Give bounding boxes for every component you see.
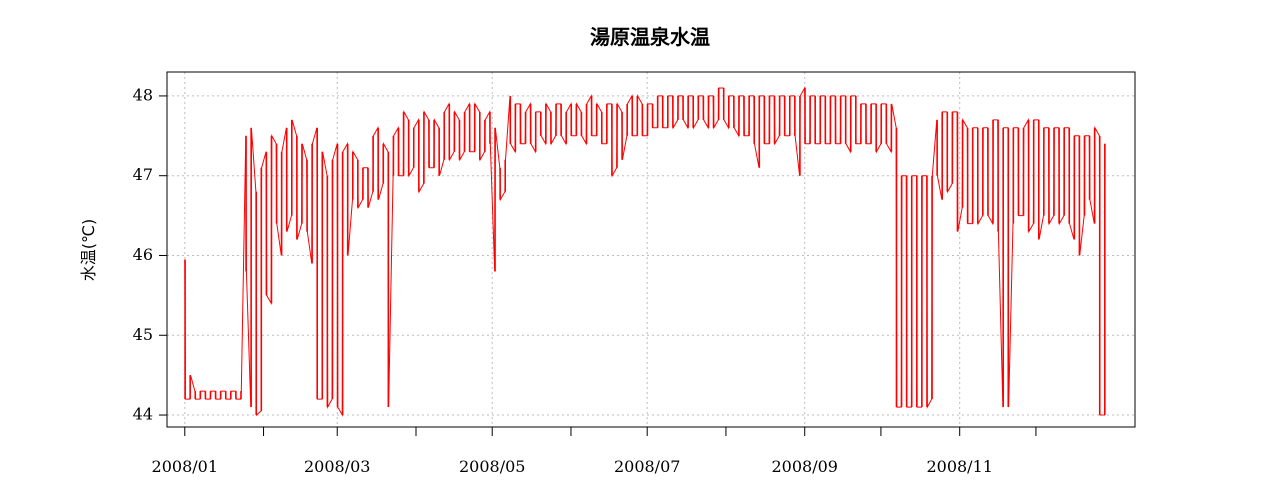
y-tick-label: 44 xyxy=(133,405,153,424)
y-tick-label: 46 xyxy=(133,245,153,264)
y-axis-label: 水温(℃) xyxy=(79,219,98,281)
series-layer xyxy=(184,86,1106,417)
y-tick-label: 48 xyxy=(133,85,153,104)
x-tick-label: 2008/11 xyxy=(926,457,992,476)
chart-title: 湯原温泉水温 xyxy=(590,25,710,49)
x-tick-label: 2008/09 xyxy=(771,457,837,476)
x-tick-label: 2008/01 xyxy=(152,457,218,476)
x-axis: 2008/01 2008/03 2008/05 2008/07 2008/09 2008/… xyxy=(152,426,1037,476)
x-tick-label: 2008/07 xyxy=(614,457,680,476)
grid xyxy=(167,72,1135,427)
x-tick-label: 2008/03 xyxy=(304,457,370,476)
y-tick-label: 47 xyxy=(133,165,153,184)
y-tick-label: 45 xyxy=(133,325,153,344)
x-tick-label: 2008/05 xyxy=(459,457,525,476)
y-axis: 44 45 46 47 48 xyxy=(133,85,168,424)
